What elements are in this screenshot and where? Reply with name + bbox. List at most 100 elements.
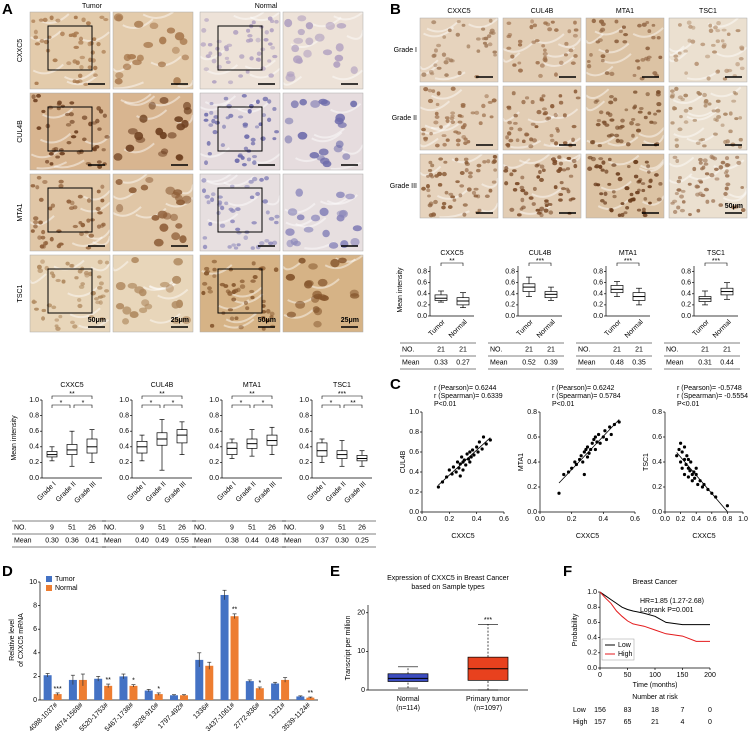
cell-nucleus	[241, 93, 247, 98]
cell-nucleus	[219, 282, 226, 287]
y-tick-label: 0.0	[29, 475, 39, 482]
stroma	[39, 132, 72, 144]
cell-nucleus	[249, 289, 255, 294]
cell-nucleus	[128, 187, 137, 194]
cell-nucleus	[243, 146, 249, 151]
cell-nucleus	[421, 72, 427, 77]
significance-label: **	[232, 607, 238, 614]
cell-nucleus	[484, 194, 490, 198]
cell-nucleus	[643, 196, 648, 201]
cell-nucleus	[724, 186, 729, 191]
box	[86, 438, 98, 454]
bar	[94, 678, 103, 700]
cell-nucleus	[428, 213, 434, 218]
x-tick-label: 0.0	[417, 516, 427, 523]
cell-nucleus	[596, 119, 602, 123]
table-label: Mean	[490, 359, 508, 366]
cell-nucleus	[342, 153, 351, 160]
stroma	[607, 136, 639, 147]
cell-nucleus	[735, 61, 740, 67]
cell-nucleus	[641, 22, 647, 27]
stroma	[71, 236, 103, 247]
cell-nucleus	[114, 78, 123, 85]
cell-nucleus	[706, 76, 711, 81]
cell-nucleus	[637, 110, 643, 114]
cell-nucleus	[680, 97, 685, 102]
cell-nucleus	[624, 108, 629, 112]
y-axis-label: MTA1	[518, 453, 525, 471]
cell-nucleus	[125, 144, 135, 152]
cell-nucleus	[325, 21, 336, 30]
cell-nucleus	[604, 169, 609, 174]
cell-nucleus	[642, 213, 648, 218]
cell-nucleus	[100, 198, 105, 203]
cell-nucleus	[455, 138, 461, 143]
cell-nucleus	[489, 28, 495, 33]
cell-nucleus	[231, 283, 236, 287]
cell-nucleus	[45, 159, 50, 164]
cell-nucleus	[550, 138, 555, 143]
cell-nucleus	[449, 116, 455, 121]
table-label: Mean	[104, 537, 122, 544]
stroma	[225, 312, 257, 324]
cell-nucleus	[59, 151, 65, 156]
stroma	[204, 95, 237, 106]
y-tick-label: 0.2	[505, 302, 515, 309]
cell-nucleus	[173, 77, 181, 86]
cell-nucleus	[49, 236, 54, 242]
cell-nucleus	[52, 58, 58, 63]
stroma	[124, 95, 156, 106]
cell-nucleus	[70, 263, 75, 268]
cell-nucleus	[227, 291, 233, 296]
y-tick-label: 0.4	[593, 291, 603, 298]
stroma	[713, 159, 745, 170]
cell-nucleus	[453, 130, 459, 134]
risk-row-label: High	[573, 719, 588, 726]
cell-nucleus	[421, 186, 426, 191]
bar	[68, 679, 77, 700]
cell-nucleus	[476, 37, 481, 41]
zoom-region	[47, 25, 93, 71]
cell-nucleus	[260, 47, 266, 52]
cell-nucleus	[722, 77, 728, 81]
y-tick-label: 0.0	[681, 313, 691, 320]
stroma	[36, 161, 68, 170]
cell-nucleus	[466, 187, 472, 192]
cell-nucleus	[337, 122, 347, 128]
cell-nucleus	[613, 97, 618, 102]
stroma	[531, 187, 563, 198]
x-tick-label: Normal	[712, 318, 733, 339]
cell-nucleus	[552, 161, 558, 166]
zoom-region	[47, 106, 93, 152]
micrograph-frame	[419, 85, 499, 151]
cell-nucleus	[456, 143, 461, 147]
cell-nucleus	[203, 118, 209, 122]
scatter-point	[682, 472, 687, 477]
cell-nucleus	[617, 213, 622, 217]
column-label: Tumor	[82, 3, 103, 10]
y-tick-label: 0.6	[299, 428, 309, 435]
bar	[170, 695, 178, 700]
plot-title: CUL4B	[529, 250, 552, 257]
cell-nucleus	[655, 92, 661, 97]
cell-nucleus	[563, 53, 568, 57]
stroma	[142, 11, 174, 19]
cell-nucleus	[618, 29, 623, 34]
cell-nucleus	[521, 99, 526, 105]
cell-nucleus	[236, 243, 241, 247]
cell-nucleus	[688, 106, 693, 110]
cell-nucleus	[206, 200, 211, 205]
cell-nucleus	[644, 160, 649, 164]
cell-nucleus	[547, 27, 553, 32]
cell-nucleus	[534, 39, 540, 43]
scatter-point	[694, 472, 698, 477]
cell-nucleus	[157, 151, 168, 157]
cell-nucleus	[176, 123, 186, 131]
cell-nucleus	[252, 274, 258, 280]
x-tick-label: 0.4	[598, 516, 608, 523]
cell-nucleus	[421, 127, 426, 132]
cell-nucleus	[603, 201, 608, 205]
cell-nucleus	[617, 176, 623, 182]
cell-nucleus	[205, 54, 211, 59]
cell-nucleus	[647, 170, 651, 174]
